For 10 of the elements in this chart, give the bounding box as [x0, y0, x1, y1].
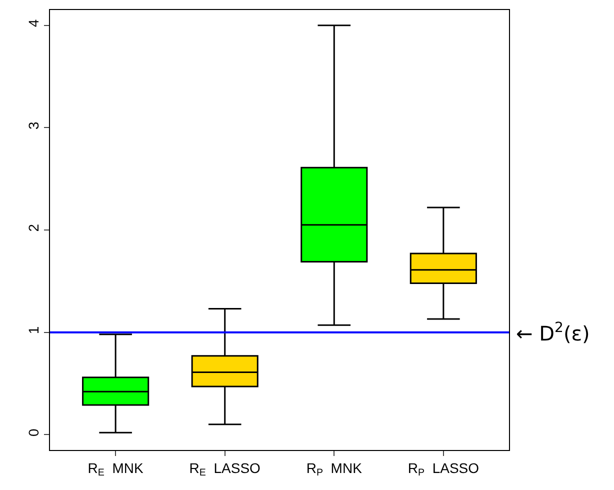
ref-line-label: ← D$^{2}$(ε) [516, 320, 590, 346]
x-tick-label: R$_{E}$ MNK [88, 460, 144, 479]
y-tick-label: 2 [25, 224, 42, 232]
x-tick-label: R$_{E}$ LASSO [189, 460, 261, 479]
x-tick-label: R$_{P}$ LASSO [408, 460, 480, 479]
y-tick-label: 0 [25, 428, 42, 436]
y-tick-label: 4 [25, 19, 42, 28]
y-tick-label: 1 [25, 326, 42, 334]
x-tick-label: R$_{P}$ MNK [306, 460, 363, 479]
y-tick-label: 3 [25, 121, 42, 130]
